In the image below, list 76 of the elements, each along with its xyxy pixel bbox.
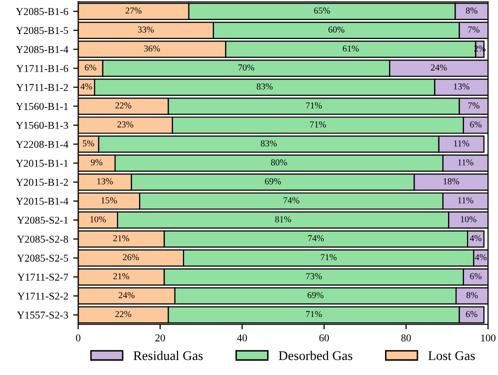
data-label: 71% — [306, 311, 322, 318]
data-label: 6% — [466, 311, 478, 318]
x-tick-label: 60 — [319, 334, 329, 342]
data-label: 70% — [238, 64, 254, 71]
data-label: 13% — [97, 178, 113, 184]
data-label: 7% — [468, 102, 480, 109]
data-label: 83% — [256, 83, 273, 90]
x-tick-label: 100 — [481, 334, 496, 342]
data-label: 21% — [113, 235, 130, 242]
data-label: 65% — [314, 8, 330, 14]
data-label: 21% — [113, 273, 130, 280]
y-tick-label: Y2015-B1-4 — [16, 198, 68, 205]
y-tick-label: Y2015-B1-1 — [16, 160, 68, 167]
data-label: 9% — [90, 159, 102, 166]
data-label: 11% — [454, 140, 470, 146]
data-label: 80% — [271, 159, 287, 166]
data-label: 4% — [475, 254, 487, 260]
y-tick-label: Y2015-B1-2 — [16, 178, 68, 186]
y-tick-label: Y1557-S2-3 — [17, 312, 68, 319]
data-label: 24% — [430, 64, 447, 71]
data-label: 36% — [144, 45, 160, 52]
data-label: 81% — [275, 216, 292, 222]
x-tick-label: 40 — [237, 334, 247, 342]
legend-label: Residual Gas — [134, 350, 203, 360]
data-label: 4% — [80, 83, 92, 90]
y-tick-label: Y1560-B1-3 — [16, 122, 68, 129]
data-label: 5% — [82, 140, 94, 146]
data-label: 15% — [101, 197, 117, 204]
y-tick-label: Y1560-B1-1 — [16, 102, 68, 110]
data-label: 73% — [306, 273, 322, 280]
data-label: 8% — [466, 8, 478, 14]
legend-label: Lost Gas — [428, 351, 475, 360]
data-label: 26% — [122, 254, 139, 260]
data-label: 11% — [458, 197, 474, 204]
data-label: 6% — [470, 273, 482, 280]
data-label: 69% — [264, 178, 281, 184]
data-label: 18% — [444, 178, 460, 184]
y-tick-label: Y2085-B1-5 — [16, 27, 68, 34]
y-tick-label: Y1711-B1-2 — [16, 84, 68, 91]
y-tick-label: Y1711-S2-7 — [17, 274, 68, 281]
data-label: 74% — [284, 197, 300, 204]
data-label: 8% — [466, 292, 478, 298]
data-label: 33% — [138, 26, 154, 33]
data-label: 7% — [468, 26, 480, 33]
data-label: 27% — [126, 8, 142, 14]
y-tick-label: Y2208-B1-4 — [16, 140, 68, 148]
data-label: 71% — [320, 254, 337, 260]
data-label: 22% — [115, 102, 132, 109]
data-label: 60% — [328, 26, 344, 33]
data-label: 83% — [260, 140, 277, 146]
data-label: 6% — [84, 64, 96, 71]
y-tick-label: Y1711-B1-6 — [16, 64, 68, 72]
data-label: 10% — [90, 216, 106, 222]
data-label: 13% — [454, 83, 470, 90]
data-label: 71% — [306, 102, 322, 109]
y-tick-label: Y1711-S2-2 — [17, 292, 68, 300]
data-label: 71% — [310, 121, 326, 128]
x-tick-label: 20 — [155, 334, 165, 342]
y-tick-label: Y2085-S2-1 — [17, 216, 68, 224]
y-tick-label: Y2085-S2-8 — [17, 236, 68, 243]
data-label: 69% — [308, 292, 324, 298]
data-label: 61% — [342, 45, 359, 52]
x-tick-label: 80 — [401, 334, 411, 342]
data-label: 23% — [117, 121, 134, 128]
y-tick-label: Y2085-S2-5 — [17, 254, 68, 262]
data-label: 74% — [308, 235, 324, 242]
x-tick-label: 0 — [76, 334, 80, 342]
data-label: 4% — [470, 235, 482, 242]
data-label: 22% — [115, 311, 132, 318]
data-label: 11% — [458, 159, 474, 166]
data-label: 24% — [118, 292, 135, 298]
y-tick-label: Y2085-B1-6 — [16, 8, 68, 16]
legend-label: Desorbed Gas — [278, 350, 352, 360]
y-tick-label: Y2085-B1-4 — [16, 46, 68, 54]
data-label: 10% — [460, 216, 476, 222]
data-label: 6% — [470, 121, 482, 128]
